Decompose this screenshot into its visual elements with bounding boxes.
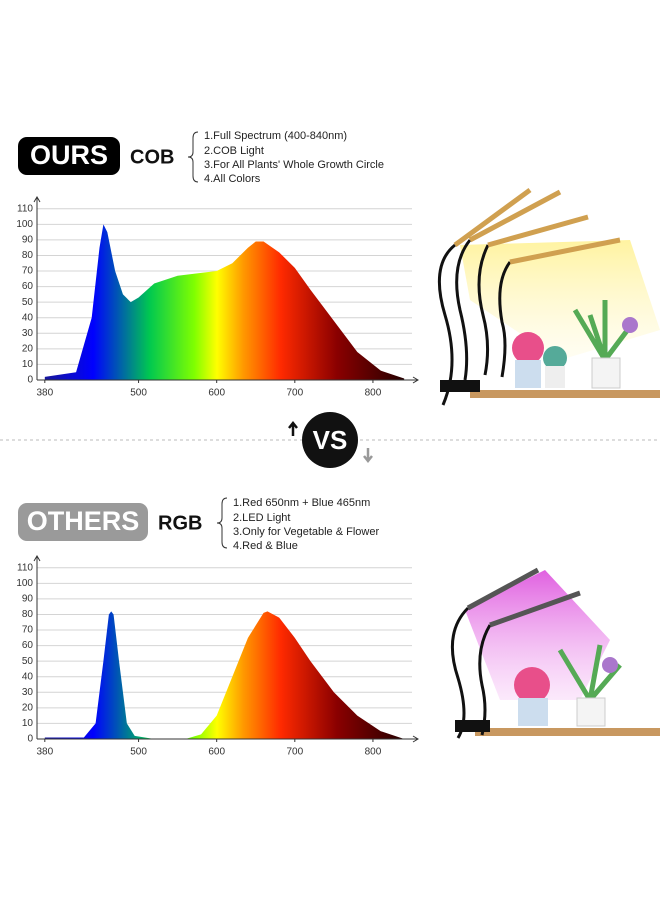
badge: OURS [30, 140, 108, 170]
feature: 1.Red 650nm + Blue 465nm [233, 497, 370, 509]
brace [216, 497, 228, 549]
feature: 4.All Colors [204, 173, 261, 185]
y-tick-label: 90 [22, 594, 34, 605]
y-tick-label: 70 [22, 266, 34, 277]
vs: VS [313, 425, 348, 455]
lamp-illustration [450, 567, 660, 739]
y-tick-label: 20 [22, 703, 34, 714]
y-tick-label: 30 [22, 328, 34, 339]
y-axis-arrow [33, 196, 41, 203]
x-tick-label: 600 [208, 747, 225, 758]
kind: RGB [158, 512, 202, 534]
y-tick-label: 50 [22, 297, 34, 308]
y-tick-label: 0 [27, 375, 33, 386]
down-arrow [363, 448, 373, 464]
feature: 1.Full Spectrum (400-840nm) [204, 130, 347, 142]
y-tick-label: 70 [22, 625, 34, 636]
feature: 2.LED Light [233, 512, 290, 524]
y-tick-label: 20 [22, 344, 34, 355]
feature: 4.Red & Blue [233, 540, 298, 552]
badge-box [18, 503, 148, 541]
y-tick-label: 60 [22, 640, 34, 651]
kind: COB [130, 146, 174, 168]
x-tick-label: 800 [365, 747, 382, 758]
spectrum-area [44, 611, 405, 739]
x-tick-label: 380 [36, 747, 53, 758]
x-tick-label: 500 [130, 388, 147, 399]
y-tick-label: 110 [17, 203, 33, 214]
x-tick-label: 600 [208, 388, 225, 399]
badge-box [18, 137, 120, 175]
y-tick-label: 10 [22, 718, 34, 729]
up-arrow [288, 420, 298, 436]
y-tick-label: 10 [22, 359, 34, 370]
y-tick-label: 100 [16, 578, 33, 589]
x-tick-label: 800 [365, 388, 382, 399]
y-tick-label: 0 [27, 734, 33, 745]
x-tick-label: 380 [36, 388, 53, 399]
y-tick-label: 80 [22, 250, 34, 261]
brace [187, 131, 199, 183]
y-tick-label: 50 [22, 656, 34, 667]
feature: 2.COB Light [204, 145, 264, 157]
y-tick-label: 110 [17, 562, 33, 573]
y-axis-arrow [33, 555, 41, 562]
y-tick-label: 40 [22, 671, 34, 682]
badge: OTHERS [27, 506, 140, 536]
feature: 3.Only for Vegetable & Flower [233, 526, 379, 538]
vs-circle [302, 412, 358, 468]
y-tick-label: 40 [22, 312, 34, 323]
y-tick-label: 80 [22, 609, 34, 620]
spectrum-area [44, 224, 405, 380]
y-tick-label: 30 [22, 687, 34, 698]
y-tick-label: 60 [22, 281, 34, 292]
x-tick-label: 500 [130, 747, 147, 758]
x-tick-label: 700 [286, 388, 303, 399]
y-tick-label: 100 [16, 219, 33, 230]
x-axis-arrow [412, 735, 419, 743]
y-tick-label: 90 [22, 235, 34, 246]
feature: 3.For All Plants' Whole Growth Circle [204, 159, 384, 171]
x-axis-arrow [412, 376, 419, 384]
lamp-illustration [437, 187, 660, 406]
x-tick-label: 700 [286, 747, 303, 758]
